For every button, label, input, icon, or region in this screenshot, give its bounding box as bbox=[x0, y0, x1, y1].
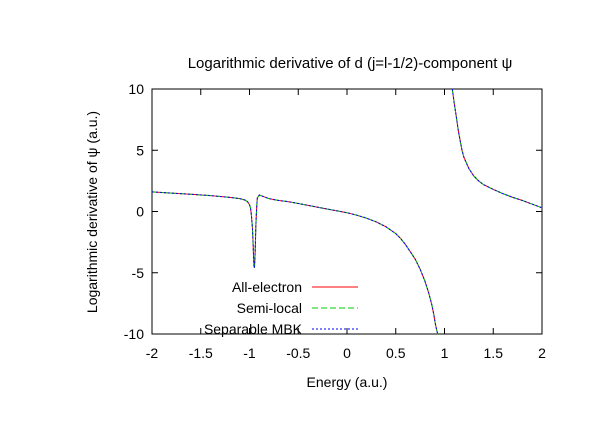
x-tick-label: 2 bbox=[538, 345, 546, 361]
series-line-2-branch-0 bbox=[151, 191, 439, 335]
y-tick-label: 10 bbox=[128, 81, 144, 97]
x-tick-label: 1.5 bbox=[484, 345, 504, 361]
x-axis-ticks: -2 -1.5 -1 -0.5 0 0.5 1 1.5 2 bbox=[146, 89, 546, 361]
x-tick-label: 1 bbox=[441, 345, 449, 361]
x-tick-label: -0.5 bbox=[286, 345, 310, 361]
x-tick-label: -1 bbox=[243, 345, 256, 361]
chart-title: Logarithmic derivative of d (j=l-1/2)-co… bbox=[188, 55, 513, 72]
series-line-0-branch-1 bbox=[451, 88, 543, 209]
y-tick-label: 0 bbox=[136, 204, 144, 220]
legend-label: Semi-local bbox=[237, 300, 302, 316]
series-line-1-branch-1 bbox=[451, 88, 543, 209]
y-axis-ticks: -10 -5 0 5 10 bbox=[124, 81, 542, 342]
x-tick-label: 0.5 bbox=[386, 345, 406, 361]
curves-layer bbox=[151, 88, 543, 335]
plot-frame bbox=[151, 88, 543, 335]
x-tick-label: -1.5 bbox=[189, 345, 213, 361]
legend-label: All-electron bbox=[232, 279, 302, 295]
series-line-2-branch-1 bbox=[451, 88, 543, 209]
y-tick-label: -10 bbox=[124, 326, 144, 342]
y-axis-label: Logarithmic derivative of ψ (a.u.) bbox=[84, 111, 100, 313]
x-axis-label: Energy (a.u.) bbox=[307, 374, 388, 390]
legend-label: Separable MBK bbox=[204, 321, 303, 337]
x-tick-label: -2 bbox=[146, 345, 159, 361]
y-tick-label: -5 bbox=[132, 265, 145, 281]
plot-area bbox=[151, 88, 543, 335]
legend: All-electron Semi-local Separable MBK bbox=[204, 279, 358, 337]
y-tick-label: 5 bbox=[136, 142, 144, 158]
x-tick-label: 0 bbox=[343, 345, 351, 361]
